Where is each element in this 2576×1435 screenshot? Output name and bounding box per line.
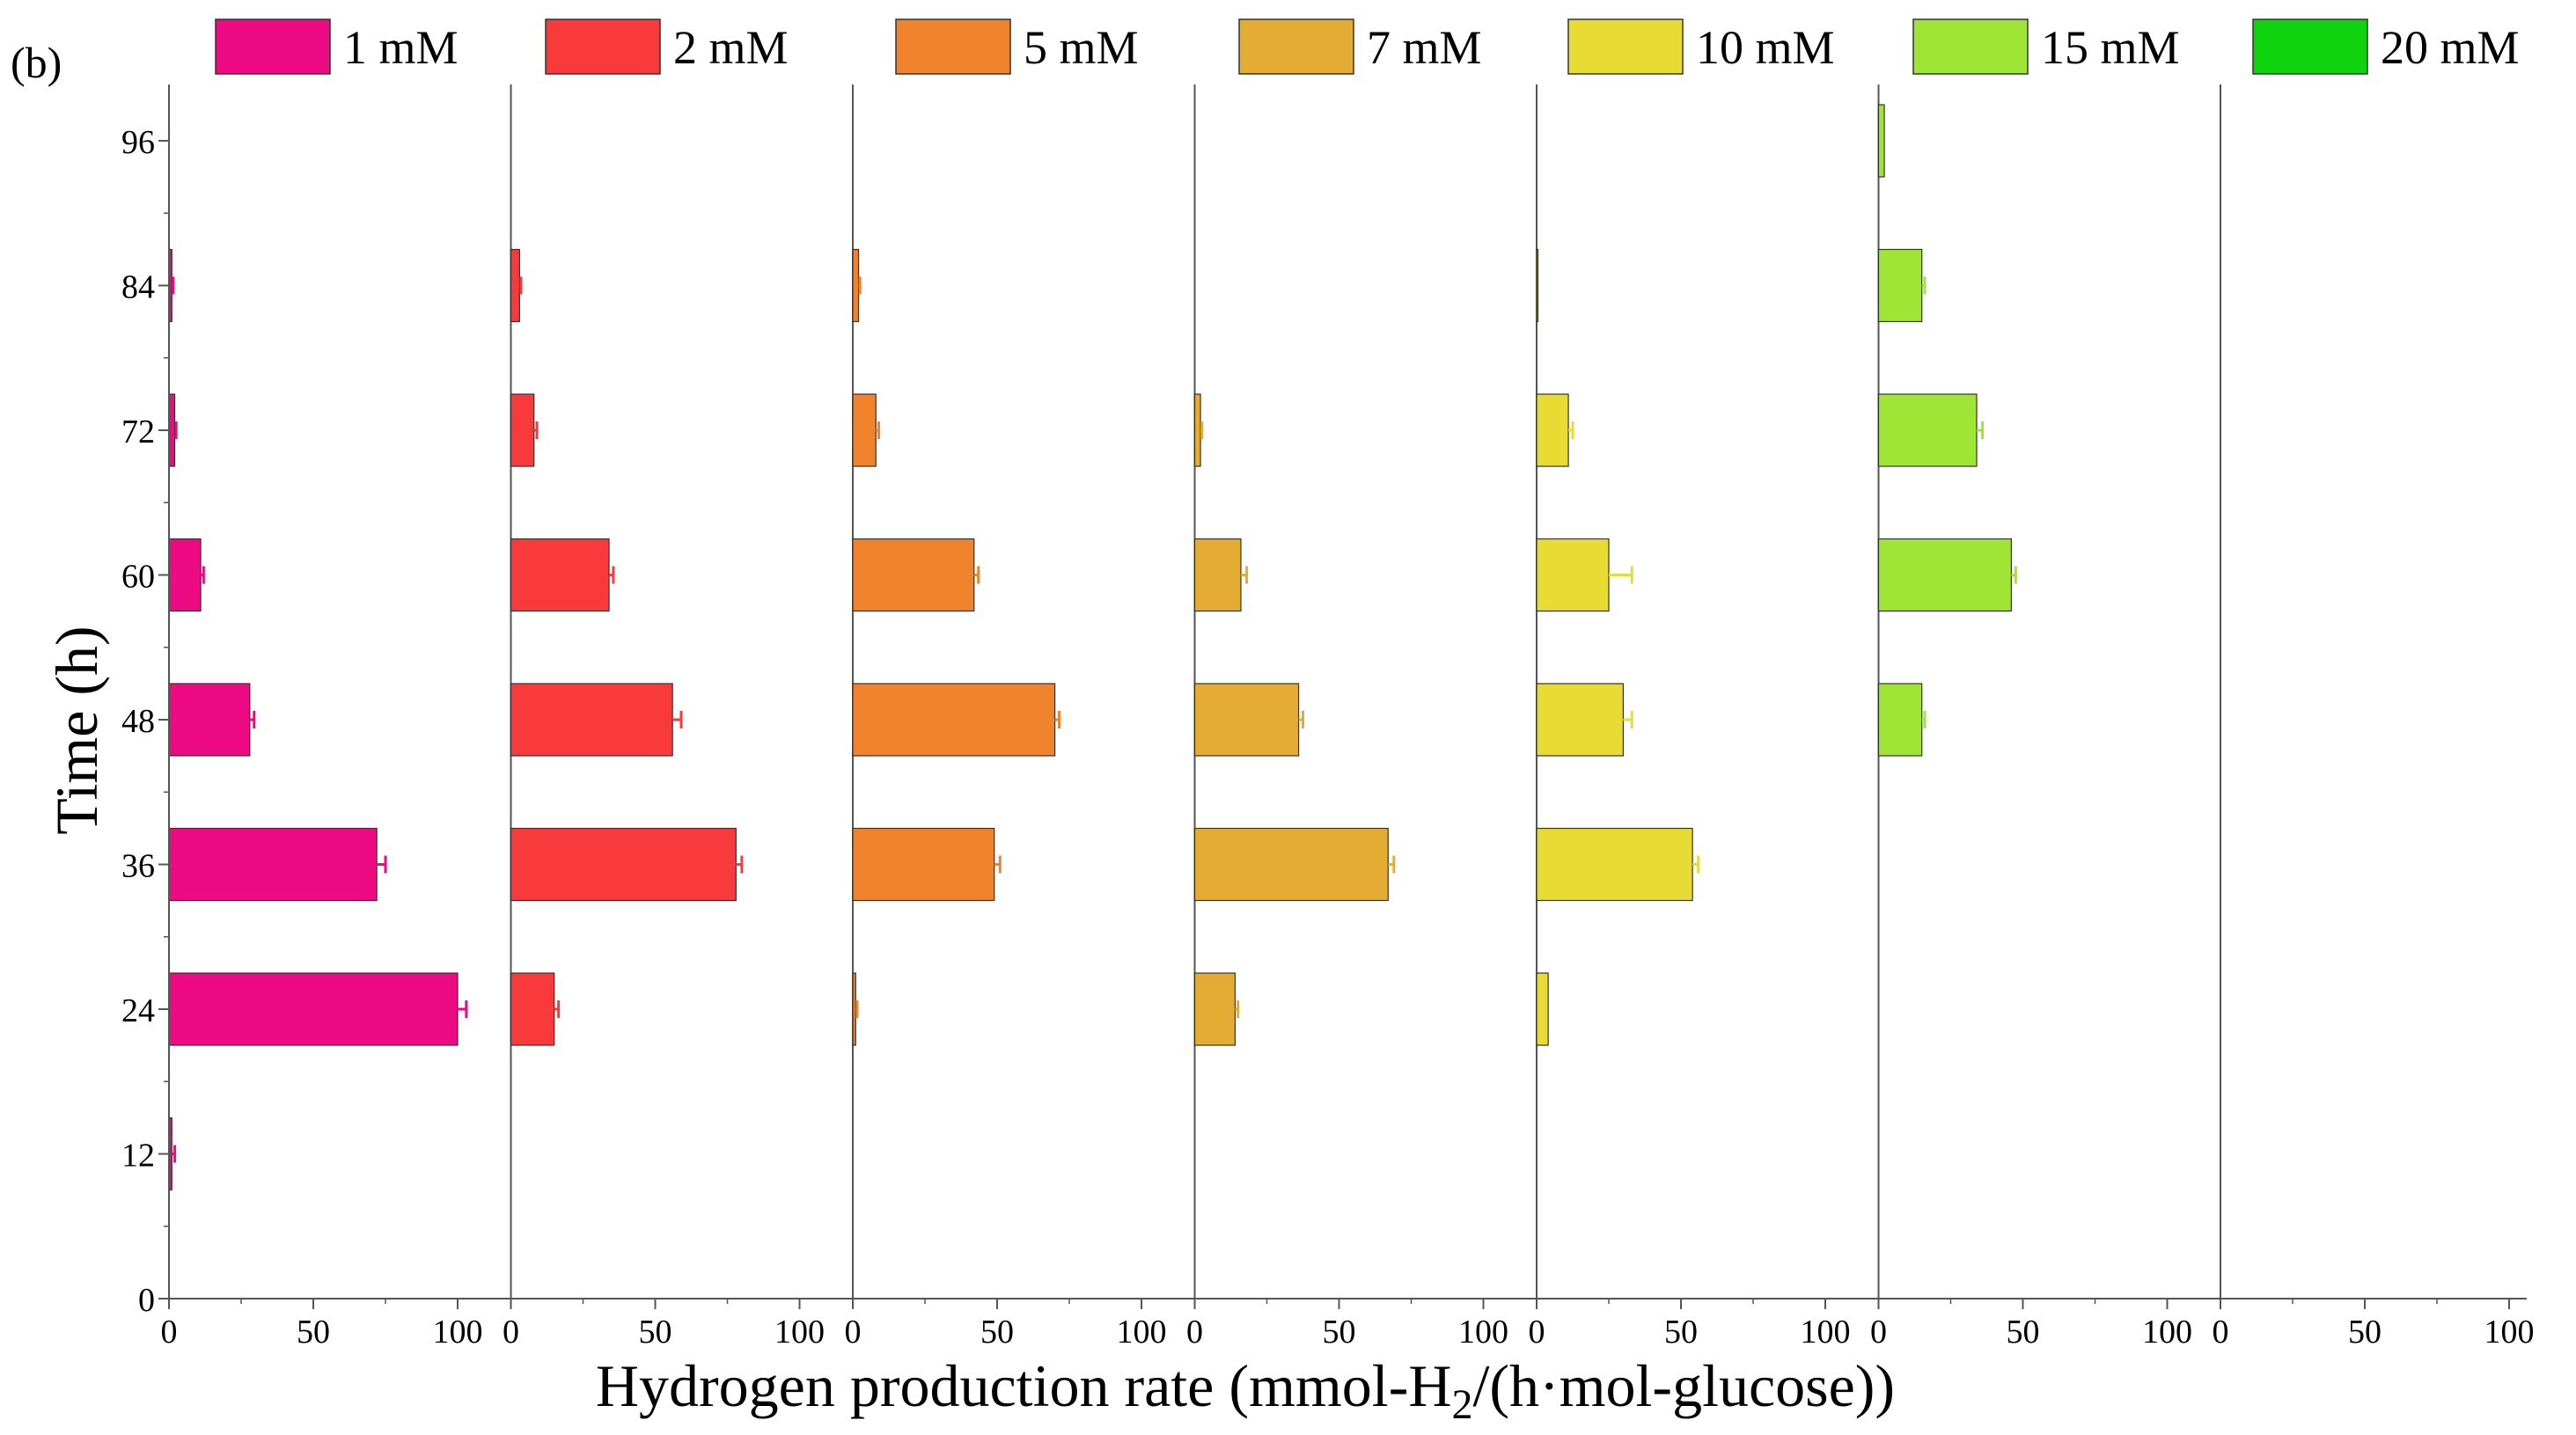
x-tick-label: 50 bbox=[639, 1314, 672, 1351]
x-axis-title-main: Hydrogen production rate (mmol-H bbox=[596, 1352, 1452, 1419]
panel-label: (b) bbox=[11, 38, 62, 87]
bar bbox=[510, 827, 737, 902]
panel-15-mM: 0 50 100 bbox=[1870, 84, 2192, 1351]
bar bbox=[1193, 393, 1201, 467]
y-axis-title: Time (h) bbox=[43, 626, 110, 834]
bar bbox=[852, 538, 975, 612]
x-tick-label: 50 bbox=[2007, 1314, 2040, 1351]
x-tick-label: 0 bbox=[161, 1314, 178, 1351]
bar bbox=[1536, 393, 1569, 467]
bar bbox=[1536, 972, 1549, 1046]
bar bbox=[510, 538, 610, 612]
legend-swatch bbox=[1238, 18, 1354, 75]
y-tick-label: 0 bbox=[138, 1282, 155, 1319]
y-tick-label: 48 bbox=[121, 703, 155, 740]
x-axis-title-tail: /(h·mol-glucose)) bbox=[1472, 1352, 1895, 1419]
legend-swatch bbox=[215, 18, 331, 75]
bar bbox=[1877, 104, 1885, 178]
bar bbox=[1193, 538, 1242, 612]
x-tick-label: 100 bbox=[774, 1314, 825, 1351]
legend-swatch bbox=[545, 18, 661, 75]
bar bbox=[168, 972, 459, 1046]
bar bbox=[1877, 683, 1923, 757]
bar bbox=[852, 827, 995, 902]
panel-5-mM: 0 50 100 bbox=[845, 84, 1167, 1351]
y-tick-label: 12 bbox=[121, 1138, 155, 1175]
bar bbox=[1877, 248, 1923, 323]
bar bbox=[1877, 393, 1978, 467]
x-tick-label: 50 bbox=[2348, 1314, 2382, 1351]
legend-swatch bbox=[895, 18, 1011, 75]
x-tick-label: 100 bbox=[1117, 1314, 1167, 1351]
y-tick-label: 84 bbox=[121, 269, 155, 306]
x-axis-title: Hydrogen production rate (mmol-H2/(h·mol… bbox=[596, 1352, 1895, 1428]
bar bbox=[1536, 538, 1610, 612]
y-axis: 0 12 24 36 48 60 72 84 96 bbox=[121, 84, 170, 1319]
legend-label: 20 mM bbox=[2381, 21, 2520, 74]
legend-swatch bbox=[1567, 18, 1684, 75]
bar bbox=[1536, 683, 1625, 757]
panel-2-mM: 0 50 100 bbox=[503, 84, 825, 1351]
legend-swatch bbox=[1912, 18, 2029, 75]
y-tick-label: 60 bbox=[121, 559, 155, 596]
legend-label: 2 mM bbox=[673, 21, 789, 74]
bar bbox=[1536, 827, 1693, 902]
x-tick-label: 50 bbox=[980, 1314, 1014, 1351]
x-tick-label: 0 bbox=[2213, 1314, 2229, 1351]
panel-1-mM: 0 50 100 bbox=[161, 248, 483, 1351]
bar bbox=[168, 538, 202, 612]
bar bbox=[1193, 827, 1389, 902]
x-tick-label: 50 bbox=[1664, 1314, 1698, 1351]
x-tick-label: 0 bbox=[1870, 1314, 1887, 1351]
legend: 1 mM 2 mM 5 mM 7 mM 10 mM 15 mM 20 mM bbox=[215, 18, 2520, 75]
panel-10-mM: 0 50 100 bbox=[1529, 84, 1851, 1351]
bar bbox=[510, 972, 555, 1046]
x-tick-label: 0 bbox=[845, 1314, 862, 1351]
y-tick-label: 72 bbox=[121, 414, 155, 450]
x-tick-label: 0 bbox=[1529, 1314, 1545, 1351]
x-tick-label: 100 bbox=[1458, 1314, 1508, 1351]
x-tick-label: 0 bbox=[1186, 1314, 1203, 1351]
bar bbox=[510, 683, 673, 757]
x-tick-label: 50 bbox=[297, 1314, 330, 1351]
bar bbox=[852, 393, 877, 467]
legend-swatch bbox=[2252, 18, 2368, 75]
y-tick-label: 36 bbox=[121, 848, 155, 885]
x-tick-label: 50 bbox=[1323, 1314, 1356, 1351]
x-tick-label: 100 bbox=[2484, 1314, 2535, 1351]
bar bbox=[1193, 972, 1237, 1046]
y-tick-label: 24 bbox=[121, 992, 155, 1029]
panels: 0 50 100 0 50 100 0 50 100 0 50 100 0 50 100 0 50 100 0 50 1… bbox=[161, 84, 2535, 1351]
legend-label: 10 mM bbox=[1696, 21, 1835, 74]
legend-label: 1 mM bbox=[343, 21, 459, 74]
x-tick-label: 100 bbox=[1801, 1314, 1851, 1351]
bar bbox=[852, 683, 1056, 757]
x-tick-label: 100 bbox=[433, 1314, 483, 1351]
y-tick-label: 96 bbox=[121, 124, 155, 161]
x-tick-label: 100 bbox=[2142, 1314, 2192, 1351]
legend-label: 7 mM bbox=[1367, 21, 1482, 74]
bar bbox=[510, 393, 535, 467]
bar bbox=[1877, 538, 2012, 612]
bar bbox=[1193, 683, 1300, 757]
bar bbox=[852, 248, 860, 323]
x-tick-label: 0 bbox=[503, 1314, 519, 1351]
bar bbox=[168, 683, 251, 757]
bar bbox=[510, 248, 520, 323]
panel-20-mM: 0 50 100 bbox=[2213, 84, 2535, 1351]
x-axis-title-sub: 2 bbox=[1451, 1381, 1472, 1428]
legend-label: 15 mM bbox=[2041, 21, 2180, 74]
bar bbox=[168, 827, 378, 902]
bar bbox=[852, 972, 856, 1046]
bar bbox=[1536, 248, 1539, 323]
legend-label: 5 mM bbox=[1024, 21, 1139, 74]
panel-7-mM: 0 50 100 bbox=[1186, 84, 1508, 1351]
